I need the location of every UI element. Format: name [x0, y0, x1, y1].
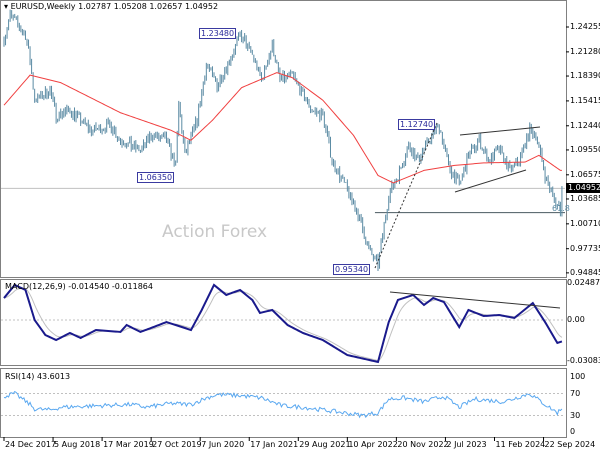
y-tick-label: 1.21280 — [570, 46, 600, 56]
symbol-label: EURUSD,Weekly — [10, 2, 76, 11]
macd-trendline — [389, 291, 561, 309]
rsi-tick-label: 100 — [570, 372, 586, 381]
y-tick-label: 1.15415 — [570, 95, 600, 105]
fib-retracement-line — [374, 122, 438, 269]
x-tick-label: 27 Oct 2019 — [152, 440, 202, 449]
main-pane — [0, 0, 567, 278]
ohlc-values: 1.02787 1.05208 1.02657 1.04952 — [78, 2, 219, 11]
watermark: Action Forex — [162, 222, 268, 242]
rsi-pane — [0, 368, 567, 438]
chart-title: ▾ EURUSD,Weekly 1.02787 1.05208 1.02657 … — [4, 2, 218, 11]
macd-label: MACD(12,26,9) -0.014540 -0.011864 — [5, 282, 153, 291]
y-tick-label: 1.09550 — [570, 144, 600, 154]
y-tick-label: 1.00710 — [570, 218, 600, 228]
annotation-high-2021: 1.23480 — [199, 28, 237, 39]
x-tick-label: 20 Nov 2022 — [397, 440, 449, 449]
macd-pane — [0, 279, 567, 366]
rsi-tick-label: 30 — [570, 410, 581, 420]
fib-label: 61.8 — [552, 204, 570, 213]
x-tick-label: 11 Feb 2024 — [495, 440, 546, 449]
x-tick-label: 22 Sep 2024 — [544, 440, 596, 449]
y-tick-label: 1.12440 — [570, 120, 600, 130]
macd-line — [3, 283, 563, 364]
rsi-label: RSI(14) 43.6013 — [5, 372, 71, 381]
x-tick-label: 10 Apr 2022 — [348, 440, 398, 449]
current-price-tag: 1.04952 — [566, 183, 600, 193]
macd-tick-label: -0.030836 — [567, 356, 600, 365]
dropdown-arrow-icon[interactable]: ▾ — [4, 2, 9, 11]
y-tick-label: 1.03685 — [570, 193, 600, 203]
y-tick-label: 1.06575 — [570, 169, 600, 179]
lower-trendline — [454, 169, 527, 193]
x-tick-label: 2 Jul 2023 — [446, 440, 487, 449]
y-tick-label: 1.18390 — [570, 71, 600, 81]
x-tick-label: 17 Jan 2021 — [250, 440, 299, 449]
macd-signal-line — [3, 288, 563, 362]
moving-average-line — [3, 72, 562, 184]
x-tick-label: 5 Aug 2018 — [54, 440, 101, 449]
x-tick-label: 17 Mar 2019 — [103, 440, 154, 449]
macd-tick-label: 0.024871 — [567, 278, 600, 287]
upper-trendline — [459, 126, 541, 136]
macd-tick-label: 0.00 — [567, 315, 585, 324]
x-tick-label: 29 Aug 2021 — [299, 440, 351, 449]
y-tick-label: 1.24255 — [570, 22, 600, 31]
x-tick-label: 7 Jun 2020 — [201, 440, 245, 449]
rsi-tick-label: 0 — [570, 427, 576, 436]
annotation-high-2023: 1.12740 — [398, 119, 436, 130]
rsi-line — [3, 390, 563, 419]
annotation-low-2022: 0.95340 — [333, 264, 371, 275]
y-tick-label: 0.94845 — [570, 267, 600, 277]
annotation-low-2020: 1.06350 — [137, 172, 175, 183]
x-tick-label: 24 Dec 2017 — [5, 440, 57, 449]
y-tick-label: 0.97735 — [570, 243, 600, 253]
rsi-tick-label: 70 — [570, 388, 581, 398]
